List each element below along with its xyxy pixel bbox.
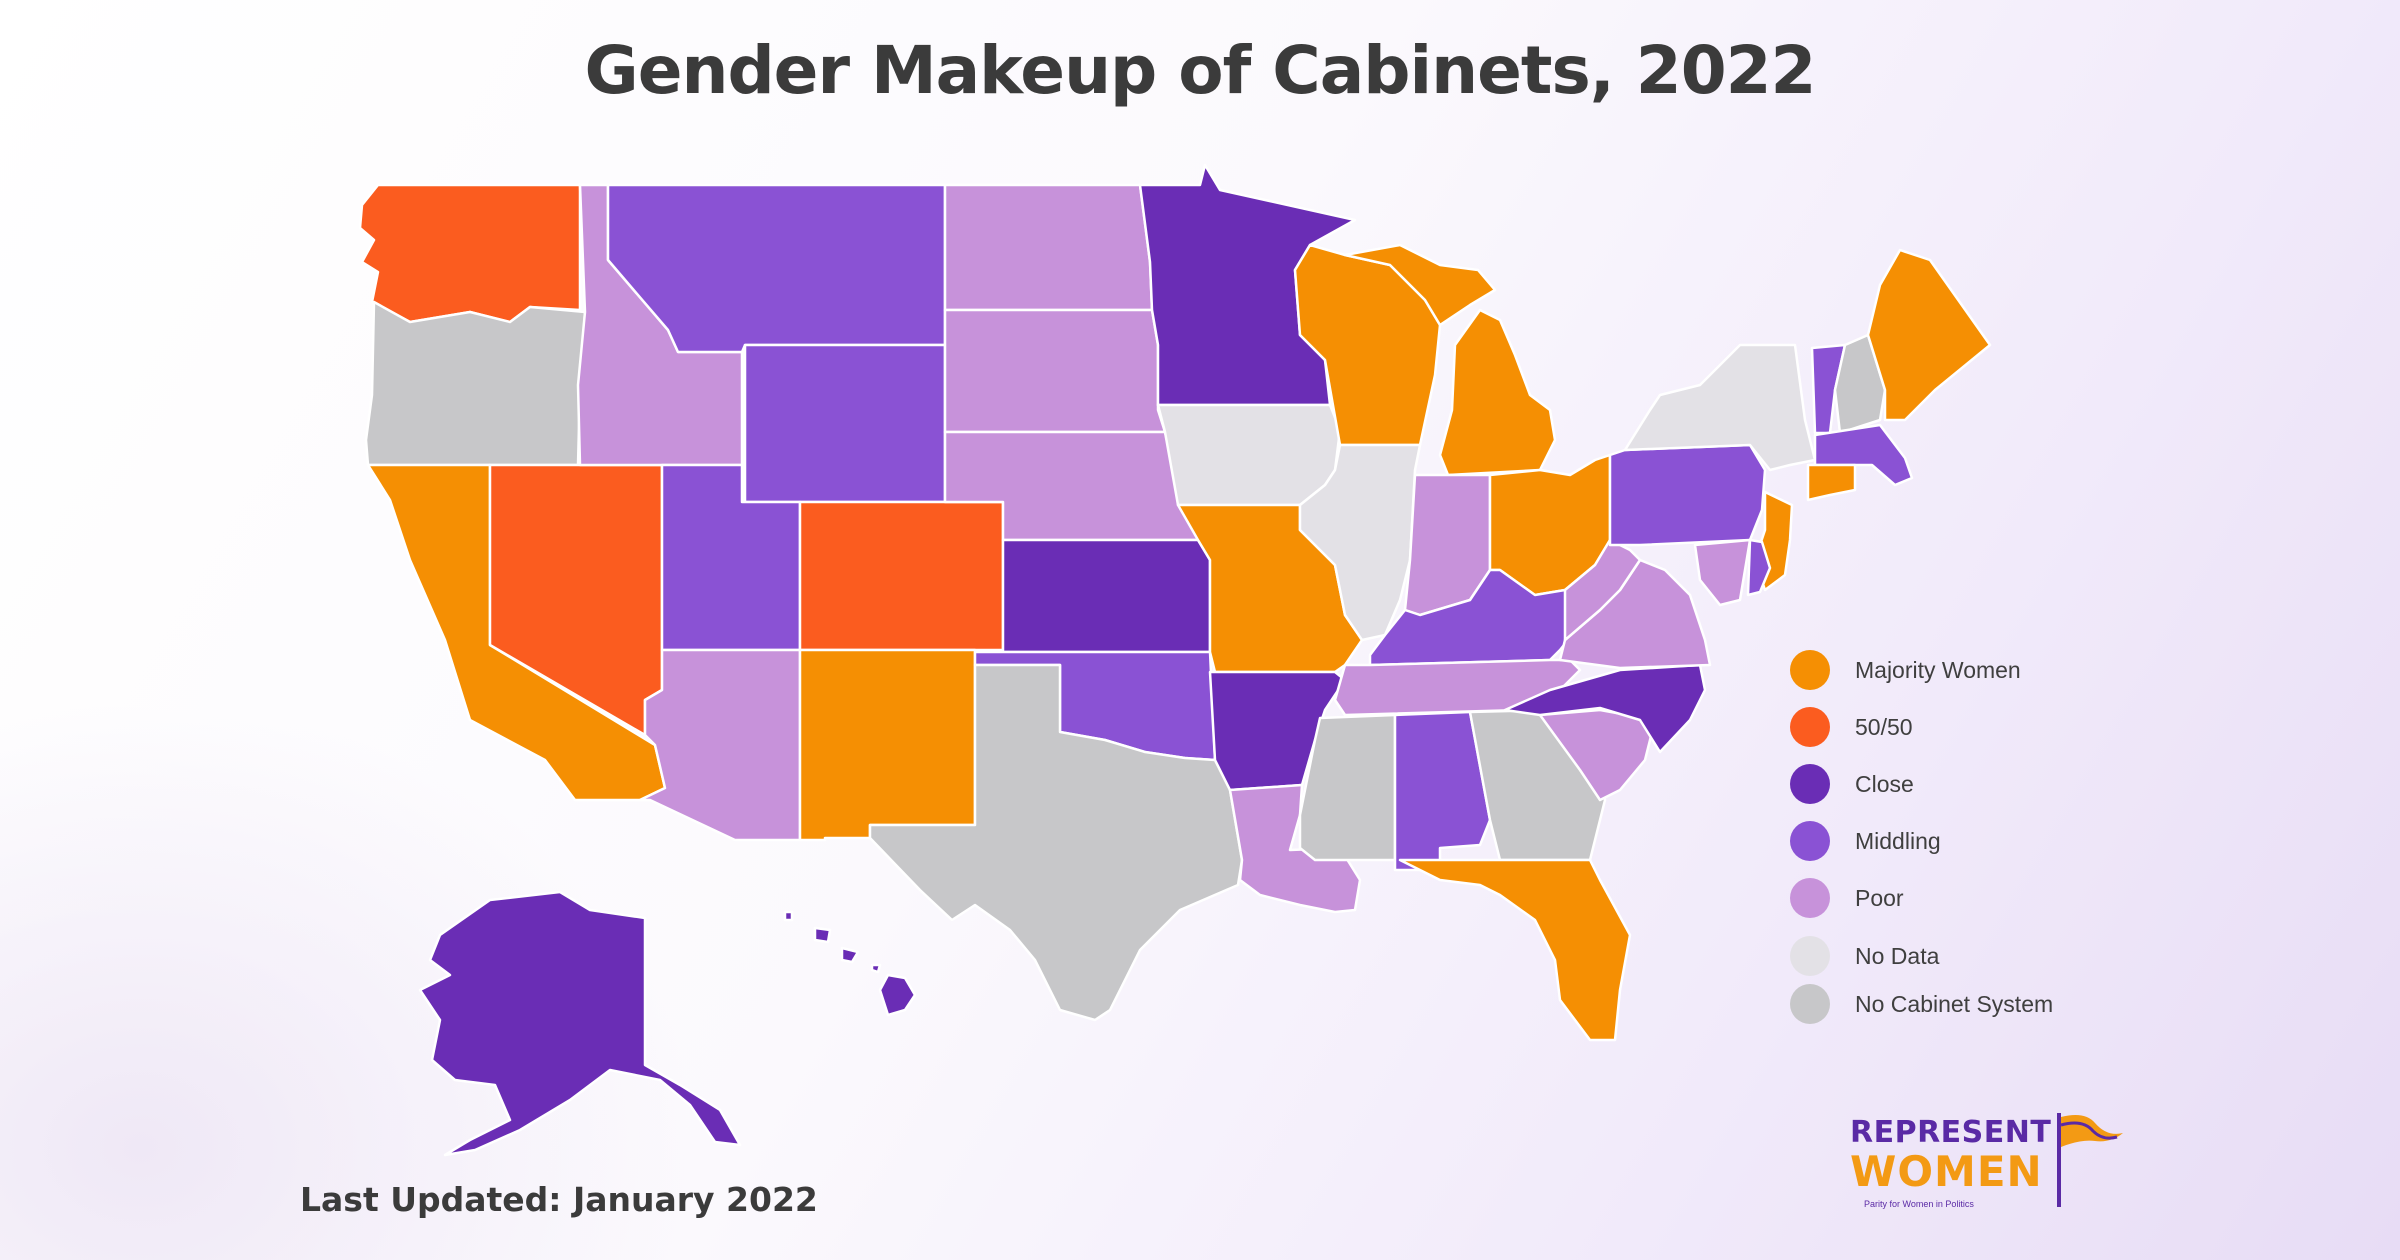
state-wyoming <box>743 343 947 504</box>
state-north-dakota <box>943 183 1154 312</box>
state-hawaii <box>783 910 917 1017</box>
last-updated-note: Last Updated: January 2022 <box>300 1180 818 1219</box>
state-kansas <box>1001 538 1212 654</box>
state-delaware <box>1746 538 1772 597</box>
logo-text-women: WOMEN <box>1850 1147 2043 1196</box>
legend-label: Close <box>1855 770 1914 797</box>
legend-label: Majority Women <box>1855 656 2021 683</box>
state-west-virginia <box>1563 538 1642 642</box>
legend-item-majority-women: Majority Women <box>1790 650 2021 690</box>
state-vermont <box>1810 343 1847 435</box>
legend-swatch <box>1790 650 1830 690</box>
legend-item-no-data: No Data <box>1790 936 1939 976</box>
state-tennessee <box>1333 658 1582 717</box>
legend-label: No Data <box>1855 942 1940 969</box>
legend-item-middling: Middling <box>1790 821 1941 861</box>
state-connecticut <box>1806 463 1857 502</box>
state-new-york <box>1623 343 1817 472</box>
legend-item-close: Close <box>1790 764 1914 804</box>
state-arizona <box>638 648 802 842</box>
state-maryland <box>1693 538 1752 607</box>
state-north-carolina <box>1503 663 1707 754</box>
legend-swatch <box>1790 936 1830 976</box>
legend-label: Poor <box>1855 884 1904 911</box>
legend-swatch <box>1790 878 1830 918</box>
logo-tagline: Parity for Women in Politics <box>1864 1199 1974 1209</box>
state-florida <box>1398 858 1632 1042</box>
legend-swatch <box>1790 821 1830 861</box>
state-new-mexico <box>798 648 977 842</box>
state-oregon <box>364 300 587 467</box>
state-iowa <box>1156 403 1342 507</box>
state-michigan <box>1343 243 1557 477</box>
state-kentucky <box>1368 568 1582 667</box>
legend-label: No Cabinet System <box>1855 990 2054 1017</box>
flag-icon <box>2057 1113 2123 1207</box>
state-south-dakota <box>943 308 1167 434</box>
state-maine <box>1866 248 1992 422</box>
legend-label: 50/50 <box>1855 713 1913 740</box>
state-alaska <box>418 890 742 1157</box>
legend-label: Middling <box>1855 827 1941 854</box>
logo-text-represent: REPRESENT <box>1850 1115 2052 1150</box>
legend-item-no-cabinet-system: No Cabinet System <box>1790 984 2053 1024</box>
state-colorado <box>798 500 1005 652</box>
state-washington <box>358 183 582 324</box>
represent-women-logo: REPRESENT WOMEN Parity for Women in Poli… <box>1850 1113 2123 1209</box>
legend-swatch <box>1790 764 1830 804</box>
legend-swatch <box>1790 707 1830 747</box>
legend-item-50-50: 50/50 <box>1790 707 1913 747</box>
legend-item-poor: Poor <box>1790 878 1904 918</box>
state-texas <box>868 663 1244 1022</box>
page-title: Gender Makeup of Cabinets, 2022 <box>584 32 1817 109</box>
state-pennsylvania <box>1608 443 1767 547</box>
legend-swatch <box>1790 984 1830 1024</box>
